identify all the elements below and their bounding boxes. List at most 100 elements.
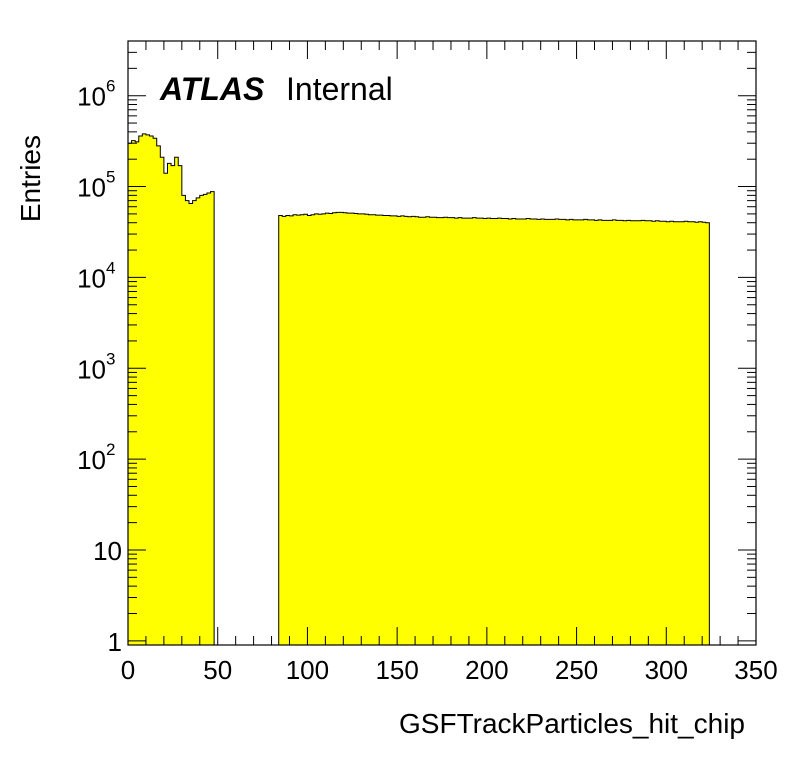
histogram-bar bbox=[669, 221, 674, 645]
histogram-bar bbox=[296, 215, 301, 645]
histogram-bar bbox=[400, 215, 405, 645]
y-tick-label: 10 bbox=[77, 263, 106, 293]
histogram-bar bbox=[576, 219, 581, 645]
histogram-bar bbox=[203, 194, 208, 645]
histogram-bar bbox=[648, 220, 653, 645]
histogram-bar bbox=[131, 140, 136, 645]
histogram-bar bbox=[372, 214, 377, 646]
histogram-bar bbox=[684, 221, 689, 645]
histogram-bar bbox=[425, 216, 430, 645]
histogram-bar bbox=[655, 220, 660, 645]
histogram-bar bbox=[443, 217, 448, 645]
histogram-bar bbox=[623, 220, 628, 645]
histogram-bar bbox=[328, 213, 333, 645]
x-tick-label: 50 bbox=[203, 655, 232, 685]
histogram-bar bbox=[562, 219, 567, 645]
histogram-bar bbox=[382, 215, 387, 646]
histogram-bar bbox=[601, 220, 606, 646]
histogram-bar bbox=[379, 215, 384, 645]
histogram-bar bbox=[321, 213, 326, 646]
y-tick-label: 10 bbox=[93, 536, 122, 566]
histogram-bar bbox=[680, 221, 685, 645]
histogram-bar bbox=[472, 217, 477, 646]
histogram-bar bbox=[504, 218, 509, 646]
histogram-bar bbox=[565, 219, 570, 645]
histogram-bar bbox=[616, 220, 621, 646]
y-tick-label: 10 bbox=[77, 173, 106, 203]
histogram-bar bbox=[142, 133, 147, 645]
histogram-bar bbox=[285, 215, 290, 646]
histogram-bar bbox=[160, 157, 165, 645]
histogram-bar bbox=[630, 220, 635, 645]
histogram-bar bbox=[185, 200, 190, 646]
histogram-bar bbox=[483, 218, 488, 646]
x-tick-label: 100 bbox=[286, 655, 329, 685]
histogram-bar bbox=[608, 220, 613, 646]
histogram-bar bbox=[192, 200, 197, 646]
histogram-bar bbox=[361, 213, 366, 646]
histogram-bar bbox=[454, 218, 459, 645]
histogram-bar bbox=[174, 157, 179, 645]
histogram-bar bbox=[612, 219, 617, 645]
histogram-bar bbox=[429, 217, 434, 645]
y-tick-label: 10 bbox=[77, 82, 106, 112]
histogram-bar bbox=[605, 220, 610, 646]
histogram-bar bbox=[138, 136, 143, 645]
histogram-bar bbox=[673, 221, 678, 645]
histogram-bar bbox=[526, 218, 531, 646]
histogram-bar bbox=[479, 218, 484, 645]
y-tick-label: 10 bbox=[77, 445, 106, 475]
histogram-bar bbox=[386, 215, 391, 646]
x-ticks: 0 50 100 150 200 250 300 350 bbox=[121, 41, 778, 685]
histogram-outline bbox=[127, 133, 215, 645]
histogram-bar bbox=[544, 219, 549, 645]
internal-label: Internal bbox=[286, 71, 393, 107]
histogram-bar bbox=[511, 218, 516, 646]
histogram-bar bbox=[529, 218, 534, 646]
histogram-bar bbox=[476, 218, 481, 645]
histogram-bar bbox=[508, 218, 513, 646]
histogram-bar bbox=[300, 214, 305, 646]
histogram-bar bbox=[440, 217, 445, 646]
histogram-bar bbox=[662, 221, 667, 645]
y-tick-label: 10 bbox=[77, 354, 106, 384]
histogram-bar bbox=[666, 221, 671, 645]
histogram-bar bbox=[705, 222, 710, 645]
histogram-bar bbox=[404, 216, 409, 646]
x-tick-label: 150 bbox=[375, 655, 418, 685]
histogram-bar bbox=[626, 220, 631, 646]
histogram-bar bbox=[450, 217, 455, 646]
histogram-bar bbox=[282, 216, 287, 646]
x-tick-label: 350 bbox=[734, 655, 777, 685]
plot-frame bbox=[127, 40, 757, 646]
histogram-bar bbox=[135, 141, 140, 645]
histogram-bar bbox=[206, 192, 211, 646]
histogram-bar bbox=[583, 219, 588, 645]
histogram-bar bbox=[590, 219, 595, 645]
histogram-bar bbox=[153, 138, 158, 646]
histogram-bar bbox=[694, 222, 699, 645]
y-tick-exponent: 4 bbox=[106, 258, 115, 277]
histogram-bar bbox=[422, 217, 427, 645]
histogram-bar bbox=[572, 219, 577, 645]
x-axis-label: GSFTrackParticles_hit_chip bbox=[399, 708, 745, 739]
histogram-bar bbox=[210, 191, 215, 646]
histogram-bar bbox=[587, 219, 592, 645]
histogram-bar bbox=[637, 220, 642, 645]
histogram-bar bbox=[702, 222, 707, 645]
histogram-bar bbox=[447, 217, 452, 646]
histogram-bar bbox=[307, 215, 312, 646]
histogram-bar bbox=[569, 219, 574, 645]
y-tick-label: 1 bbox=[108, 627, 122, 657]
histogram-bar bbox=[343, 212, 348, 645]
histogram-bar bbox=[490, 218, 495, 646]
y-axis-label: Entries bbox=[15, 135, 46, 222]
histogram-outline bbox=[278, 211, 710, 645]
histogram-bar bbox=[199, 195, 204, 645]
x-tick-label: 0 bbox=[121, 655, 135, 685]
histogram-bar bbox=[128, 143, 132, 645]
histogram-bar bbox=[433, 217, 438, 645]
histogram-bar bbox=[465, 218, 470, 645]
